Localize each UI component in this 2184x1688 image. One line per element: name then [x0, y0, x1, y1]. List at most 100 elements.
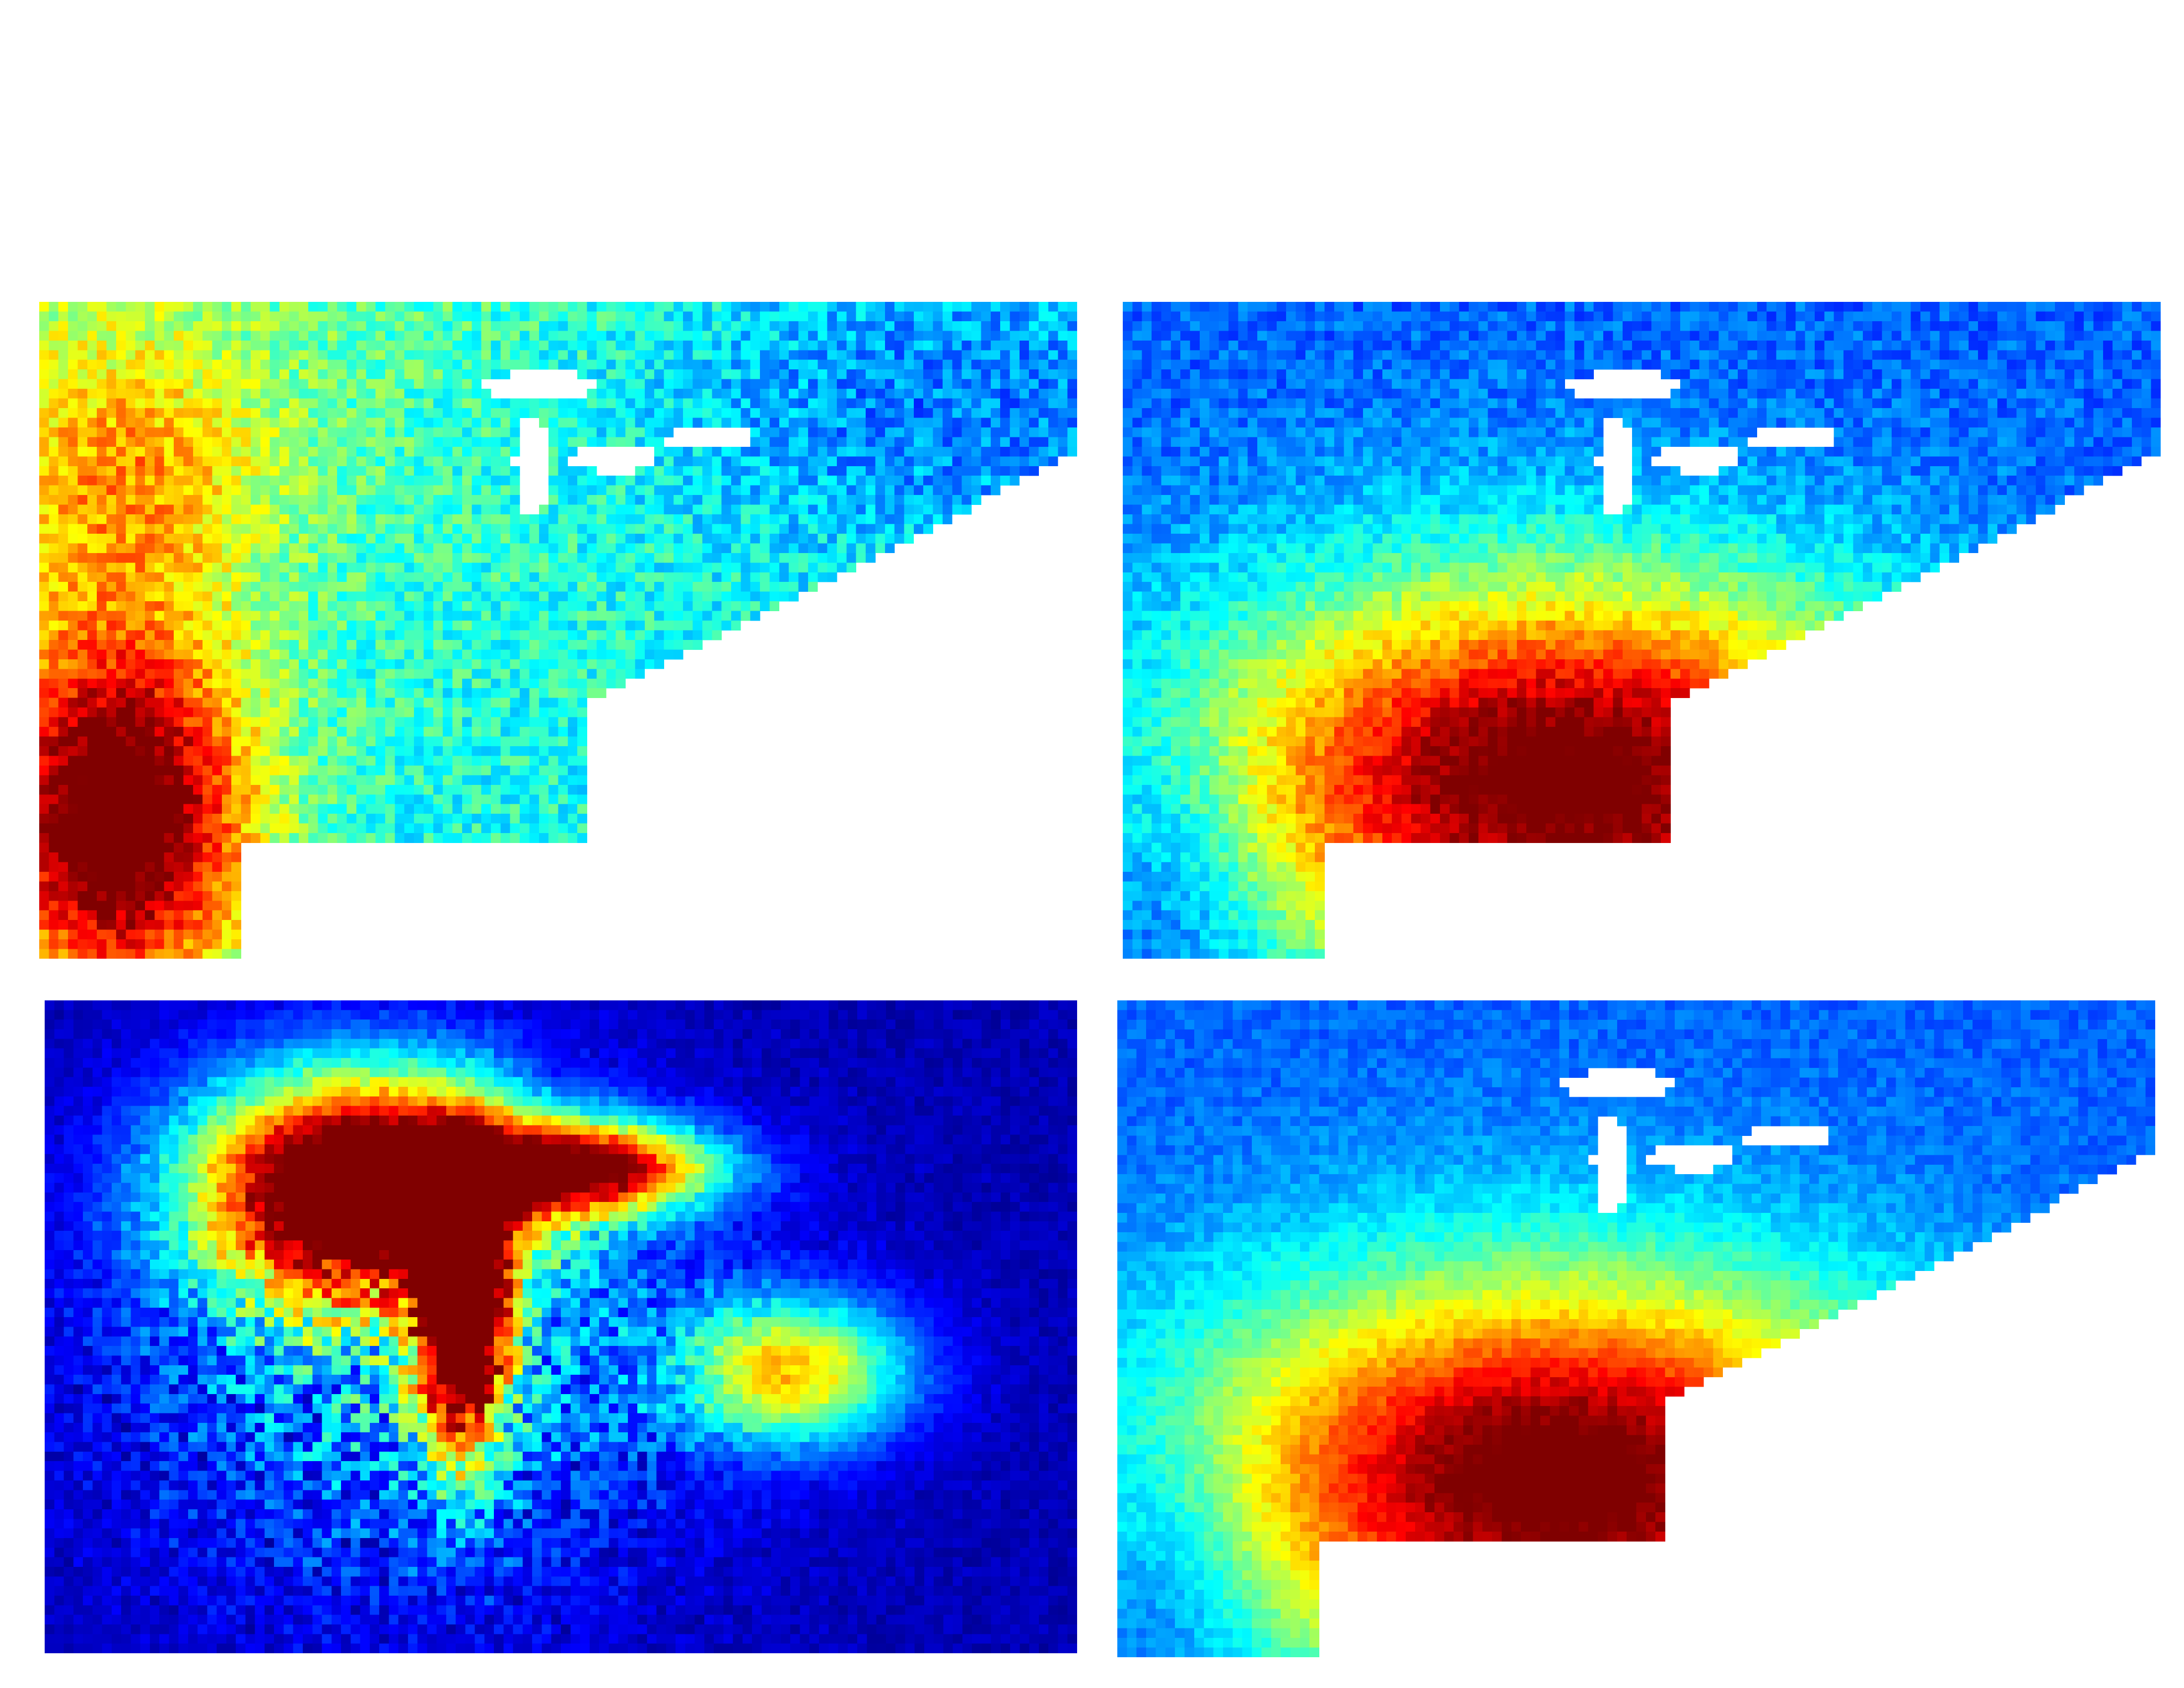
heatmap-cell	[654, 321, 664, 331]
heatmap-cell	[952, 437, 962, 447]
heatmap-cell	[567, 563, 578, 573]
heatmap-cell	[818, 504, 827, 515]
heatmap-cell	[203, 707, 212, 717]
heatmap-cell	[144, 929, 155, 940]
heatmap-cell	[712, 456, 722, 467]
heatmap-cell	[68, 669, 78, 679]
heatmap-cell	[221, 784, 232, 795]
heatmap-cell	[298, 466, 309, 476]
heatmap-cell	[116, 717, 126, 727]
heatmap-cell	[327, 649, 338, 660]
heatmap-cell	[904, 311, 914, 322]
heatmap-cell	[68, 649, 78, 660]
heatmap-cell	[500, 756, 511, 766]
heatmap-cell	[866, 456, 876, 467]
heatmap-cell	[885, 340, 895, 351]
heatmap-cell	[1000, 408, 1010, 418]
heatmap-cell	[346, 717, 357, 727]
heatmap-cell	[289, 611, 299, 621]
heatmap-cell	[404, 659, 414, 669]
heatmap-cell	[298, 601, 309, 611]
heatmap-cell	[615, 524, 626, 534]
heatmap-cell	[798, 359, 809, 370]
heatmap-cell	[68, 678, 78, 689]
heatmap-cell	[520, 688, 530, 699]
heatmap-cell	[58, 572, 68, 582]
heatmap-cell	[154, 572, 165, 582]
heatmap-cell	[385, 456, 395, 467]
heatmap-cell	[203, 476, 212, 486]
heatmap-cell	[260, 814, 271, 824]
heatmap-cell	[289, 514, 299, 524]
heatmap-cell	[1029, 321, 1039, 331]
heatmap-cell	[596, 485, 607, 495]
heatmap-cell	[827, 543, 837, 554]
heatmap-cell	[241, 302, 251, 312]
heatmap-cell	[116, 369, 126, 380]
heatmap-cell	[904, 369, 914, 380]
heatmap-cell	[97, 871, 107, 882]
heatmap-cell	[289, 736, 299, 747]
heatmap-cell	[443, 533, 453, 544]
heatmap-cell	[193, 331, 203, 341]
heatmap-cell	[520, 543, 530, 554]
heatmap-cell	[289, 331, 299, 341]
heatmap-cell	[144, 707, 155, 717]
heatmap-cell	[1029, 369, 1039, 380]
heatmap-cell	[731, 321, 741, 331]
heatmap-cell	[144, 862, 155, 872]
heatmap-cell	[414, 611, 424, 621]
heatmap-cell	[913, 418, 924, 428]
heatmap-cell	[577, 649, 587, 660]
heatmap-cell	[702, 621, 712, 631]
heatmap-cell	[885, 543, 895, 554]
heatmap-cell	[741, 495, 751, 505]
heatmap-cell	[164, 408, 174, 418]
heatmap-cell	[308, 572, 318, 582]
heatmap-cell	[875, 389, 886, 399]
heatmap-cell	[375, 408, 386, 418]
heatmap-cell	[462, 427, 472, 437]
heatmap-cell	[97, 698, 107, 708]
heatmap-cell	[731, 485, 741, 495]
heatmap-cell	[548, 688, 558, 699]
heatmap-cell	[913, 321, 924, 331]
heatmap-cell	[116, 302, 126, 312]
heatmap-cell	[212, 630, 222, 640]
heatmap-cell	[404, 591, 414, 602]
heatmap-cell	[615, 553, 626, 563]
heatmap-cell	[606, 389, 616, 399]
heatmap-cell	[39, 765, 49, 775]
heatmap-cell	[106, 331, 117, 341]
heatmap-cell	[798, 563, 809, 573]
heatmap-cell	[856, 485, 866, 495]
heatmap-cell	[587, 359, 597, 370]
heatmap-cell	[298, 669, 309, 679]
heatmap-cell	[529, 582, 540, 592]
heatmap-cell	[366, 514, 376, 524]
heatmap-cell	[77, 698, 88, 708]
heatmap-cell	[279, 591, 289, 602]
heatmap-cell	[423, 476, 434, 486]
heatmap-cell	[279, 340, 289, 351]
heatmap-cell	[318, 398, 328, 409]
heatmap-cell	[58, 418, 68, 428]
heatmap-cell	[885, 524, 895, 534]
heatmap-cell	[385, 621, 395, 631]
heatmap-cell	[587, 495, 597, 505]
heatmap-cell	[443, 504, 453, 515]
heatmap-cell	[1987, 302, 1998, 312]
heatmap-cell	[1058, 340, 1068, 351]
heatmap-cell	[654, 379, 664, 389]
heatmap-cell	[279, 553, 289, 563]
heatmap-cell	[490, 727, 501, 737]
heatmap-cell	[116, 591, 126, 602]
heatmap-cell	[327, 823, 338, 834]
heatmap-cell	[116, 321, 126, 331]
heatmap-cell	[68, 611, 78, 621]
heatmap-cell	[1718, 302, 1729, 312]
heatmap-cell	[779, 408, 789, 418]
heatmap-cell	[529, 572, 540, 582]
heatmap-cell	[337, 582, 347, 592]
heatmap-cell	[106, 746, 117, 756]
